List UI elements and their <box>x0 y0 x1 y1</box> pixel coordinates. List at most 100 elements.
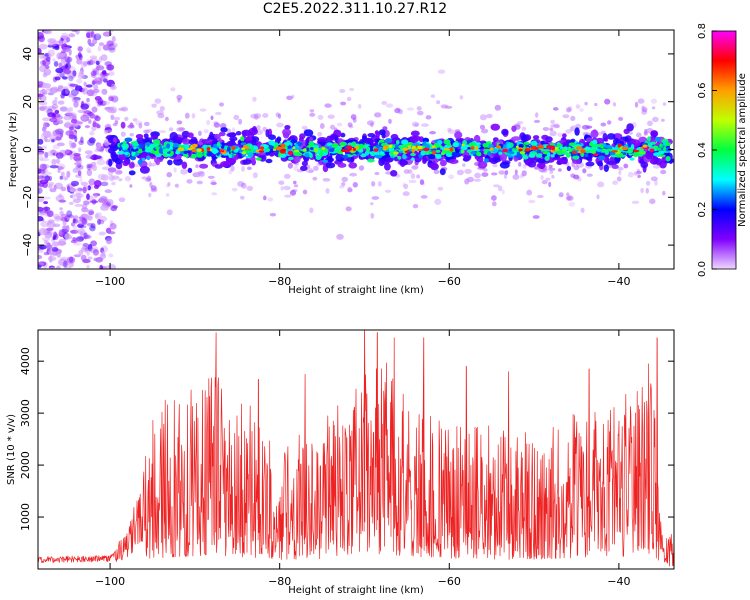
sidelobe-cell <box>253 114 259 120</box>
sidelobe-cell <box>269 212 277 217</box>
sidelobe-cell <box>143 129 150 134</box>
line-ylabel: SNR (10 * v/v) <box>6 414 17 485</box>
band-hot-cell <box>303 148 307 152</box>
sidelobe-cell <box>521 170 527 177</box>
band-core-cell <box>295 152 303 157</box>
sidelobe-cell <box>301 125 308 130</box>
sidelobe-cell <box>645 187 649 194</box>
band-cell <box>268 134 276 140</box>
band-cell <box>139 166 150 174</box>
noise-cell <box>72 70 77 77</box>
noise-cell <box>51 241 60 247</box>
sidelobe-cell <box>129 184 133 188</box>
band-core-cell <box>133 146 137 150</box>
band-core-cell <box>146 155 151 161</box>
noise-cell <box>44 206 48 214</box>
band-hot-cell <box>196 148 202 152</box>
sidelobe-cell <box>211 192 218 196</box>
noise-cell <box>77 223 84 228</box>
sidelobe-cell <box>116 170 123 174</box>
sidelobe-cell <box>594 102 598 107</box>
noise-cell <box>54 76 61 81</box>
band-cell <box>606 133 616 140</box>
noise-cell <box>55 265 61 269</box>
band-core-cell <box>632 151 639 157</box>
sidelobe-cell <box>276 122 284 128</box>
sidelobe-cell <box>501 189 505 195</box>
sidelobe-cell <box>402 182 406 188</box>
noise-cell <box>69 187 77 192</box>
noise-cell <box>92 120 97 128</box>
band-core-cell <box>664 142 672 146</box>
band-core-cell <box>542 151 549 155</box>
noise-cell <box>54 97 58 101</box>
band-hot-cell <box>593 153 599 156</box>
noise-cell <box>53 61 59 67</box>
sidelobe-cell <box>553 107 559 111</box>
band-cell <box>135 134 144 139</box>
sidelobe-cell <box>346 96 352 102</box>
noise-cell <box>75 174 82 178</box>
sidelobe-cell <box>277 113 282 119</box>
noise-cell <box>57 166 64 170</box>
sidelobe-cell <box>633 171 638 176</box>
band-core-cell <box>308 140 314 147</box>
band-core-cell <box>452 142 459 148</box>
band-core-cell <box>152 139 161 145</box>
noise-cell <box>59 106 68 112</box>
sidelobe-cell <box>283 185 291 191</box>
sidelobe-cell <box>210 115 214 121</box>
band-core-cell <box>572 155 580 160</box>
colorbar-label: Normalized spectral amplitude <box>737 73 748 227</box>
sidelobe-cell <box>651 106 656 110</box>
noise-cell <box>73 254 81 258</box>
sidelobe-cell <box>322 178 331 182</box>
sidelobe-cell <box>366 120 375 126</box>
band-core-cell <box>268 140 275 146</box>
band-core-cell <box>647 136 651 142</box>
band-core-cell <box>451 151 456 156</box>
band-cell <box>612 133 623 140</box>
band-cell <box>585 161 595 167</box>
band-core-cell <box>654 136 661 142</box>
noise-cell <box>47 38 57 44</box>
band-cell <box>363 137 374 146</box>
band-hot-cell <box>561 149 567 152</box>
sidelobe-cell <box>111 175 120 180</box>
noise-cell <box>96 103 102 107</box>
band-cell <box>143 133 149 139</box>
sidelobe-cell <box>550 119 555 124</box>
sidelobe-cell <box>370 202 374 206</box>
band-core-cell <box>337 151 344 155</box>
band-cell <box>611 164 619 169</box>
sidelobe-cell <box>542 127 550 131</box>
band-cell <box>367 133 376 138</box>
sidelobe-cell <box>586 173 593 177</box>
noise-cell <box>71 193 76 199</box>
sidelobe-cell <box>284 194 292 198</box>
sidelobe-cell <box>278 180 285 185</box>
noise-cell <box>62 46 70 53</box>
noise-cell <box>66 37 71 43</box>
sidelobe-cell <box>213 122 221 128</box>
noise-cell <box>83 232 88 240</box>
sidelobe-cell <box>550 124 556 128</box>
noise-cell <box>61 32 69 40</box>
noise-cell <box>82 243 89 247</box>
band-core-cell <box>410 157 415 161</box>
sidelobe-cell <box>394 108 401 114</box>
band-core-cell <box>286 140 290 146</box>
noise-cell <box>44 65 50 69</box>
band-hot-cell <box>192 143 198 148</box>
sidelobe-cell <box>336 122 343 127</box>
band-hot-cell <box>496 145 501 149</box>
noise-cell <box>44 151 49 159</box>
noise-cell <box>68 106 73 112</box>
band-core-cell <box>360 153 367 158</box>
noise-cell <box>94 213 99 219</box>
noise-cell <box>89 55 98 59</box>
sidelobe-cell <box>241 166 245 172</box>
noise-cell <box>111 35 116 43</box>
noise-cell <box>49 165 59 169</box>
band-core-cell <box>228 154 232 159</box>
